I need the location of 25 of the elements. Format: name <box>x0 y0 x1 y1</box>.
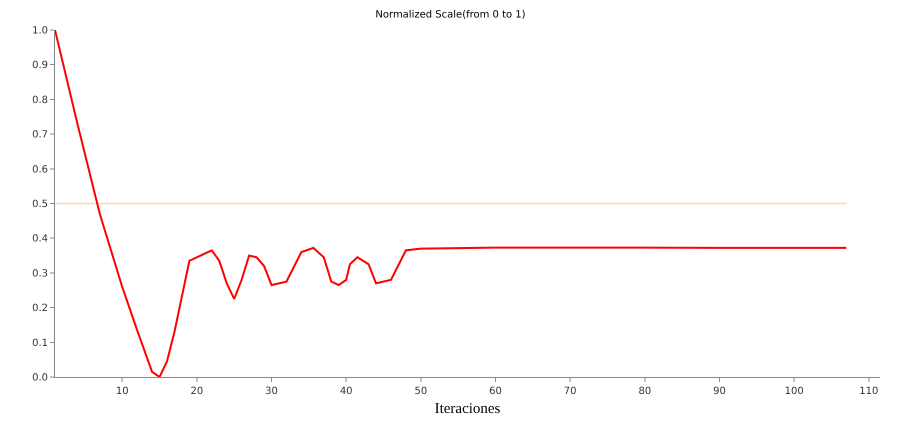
y-tick-label: 0.1 <box>32 338 48 349</box>
y-tick-label: 0.7 <box>32 130 48 141</box>
y-tick-label: 0.4 <box>32 234 48 245</box>
x-tick-label: 10 <box>116 386 129 397</box>
x-tick-label: 30 <box>265 386 278 397</box>
x-tick-label: 70 <box>564 386 577 397</box>
x-tick-label: 20 <box>190 386 204 397</box>
y-tick-label: 0.8 <box>32 94 48 106</box>
line-series <box>55 30 848 377</box>
x-tick-label: 90 <box>713 386 726 397</box>
x-tick-label: 100 <box>784 386 804 397</box>
chart-title: Normalized Scale(from 0 to 1) <box>375 10 526 21</box>
y-tick-label: 0.6 <box>32 164 48 176</box>
x-tick-label: 50 <box>414 386 428 397</box>
y-tick-label: 0.0 <box>32 372 48 384</box>
x-tick-label: 40 <box>340 386 353 397</box>
x-tick-label: 60 <box>489 386 502 397</box>
x-tick-label: 80 <box>638 386 652 397</box>
y-tick-label: 0.2 <box>32 303 48 314</box>
y-tick-label: 1.0 <box>32 26 48 36</box>
x-tick-label: 110 <box>859 386 878 397</box>
y-tick-label: 0.9 <box>32 60 48 72</box>
y-tick-label: 0.3 <box>32 268 48 280</box>
x-axis-title: Iteraciones <box>434 401 501 417</box>
y-tick-label: 0.5 <box>32 199 48 210</box>
